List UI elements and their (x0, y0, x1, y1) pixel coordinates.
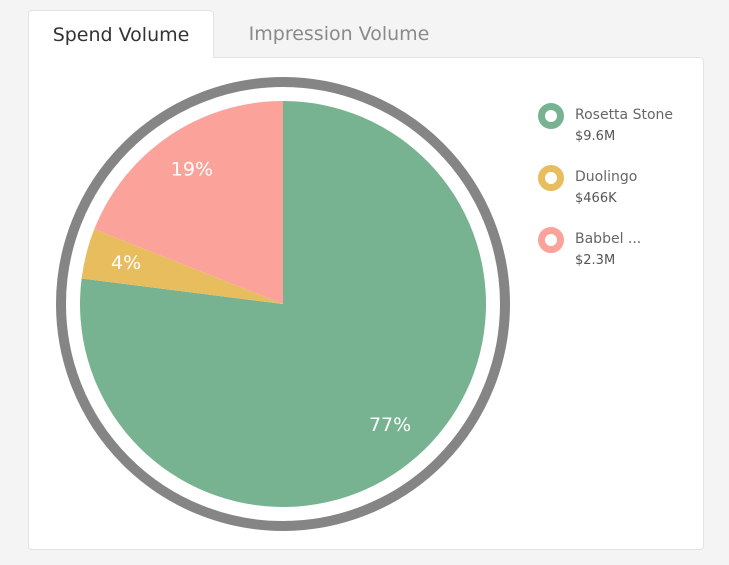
pie-slice-label: 19% (171, 159, 213, 181)
legend-label: Rosetta Stone (575, 107, 674, 123)
legend-marker-icon (538, 103, 564, 129)
tab-spend-volume[interactable]: Spend Volume (28, 10, 214, 58)
legend-value: $466K (575, 191, 617, 206)
legend-value: $2.3M (575, 253, 616, 268)
legend-marker-icon (538, 227, 564, 253)
pie-slice-duolingo[interactable] (81, 229, 283, 304)
pie-slice-labels: 77% 4% 19% (111, 159, 411, 437)
pie-slices (79, 101, 486, 507)
pie-slice-label: 77% (369, 414, 411, 436)
legend-item-rosetta-stone[interactable]: Rosetta Stone $9.6M (538, 100, 718, 162)
pie-outer-ring (56, 77, 510, 531)
legend-value: $9.6M (575, 129, 616, 144)
legend-item-duolingo[interactable]: Duolingo $466K (538, 162, 718, 224)
legend-label: Duolingo (575, 169, 638, 185)
pie-slice-label: 4% (111, 252, 141, 274)
legend-marker-icon (538, 165, 564, 191)
tab-impression-volume[interactable]: Impression Volume (248, 23, 430, 45)
legend-label: Babbel ... (575, 231, 642, 247)
legend-item-babbel[interactable]: Babbel ... $2.3M (538, 224, 718, 286)
pie-slice-babbel[interactable] (94, 101, 283, 304)
legend: Rosetta Stone $9.6M Duolingo $466K Babbe… (538, 100, 718, 286)
pie-slice-rosetta-stone[interactable] (79, 101, 486, 507)
